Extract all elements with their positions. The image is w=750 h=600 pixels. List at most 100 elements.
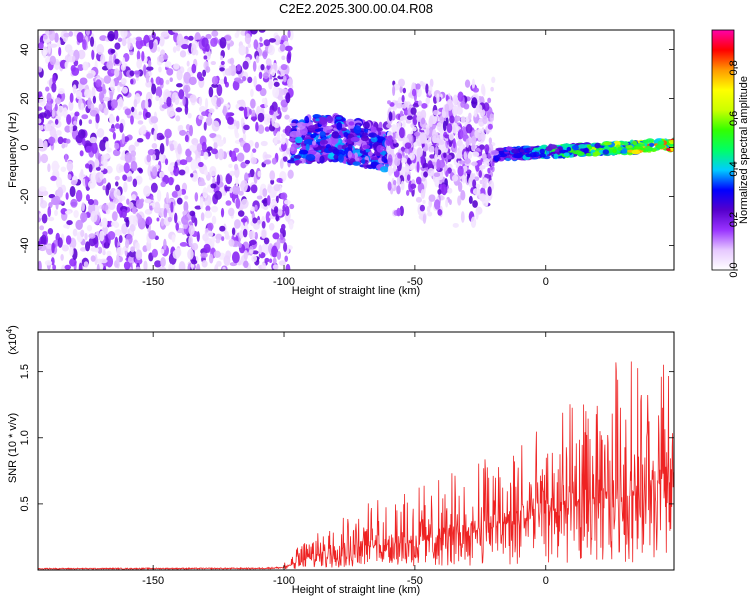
heatmap-cell — [57, 237, 63, 248]
heatmap-cell — [592, 151, 601, 156]
heatmap-cell — [102, 185, 106, 191]
heatmap-cell — [388, 111, 393, 122]
heatmap-cell — [225, 173, 233, 185]
heatmap-cell — [132, 178, 138, 188]
heatmap-cell — [182, 210, 188, 216]
heatmap-cell — [290, 146, 295, 152]
heatmap-cell — [392, 85, 396, 96]
heatmap-cell — [398, 119, 402, 129]
heatmap-cell — [269, 258, 273, 264]
spectrogram-x-axis: -150 -100 -50 0 — [142, 30, 549, 288]
heatmap-cell — [428, 194, 436, 202]
heatmap-cell — [215, 238, 221, 244]
heatmap-cell — [331, 131, 340, 139]
heatmap-cell — [391, 110, 396, 120]
heatmap-cell — [82, 38, 87, 50]
heatmap-cell — [203, 121, 207, 131]
heatmap-cell — [446, 123, 453, 134]
heatmap-cell — [99, 230, 105, 242]
heatmap-cell — [85, 241, 91, 252]
heatmap-cell — [457, 91, 464, 102]
heatmap-cell — [612, 148, 617, 154]
heatmap-cell — [225, 200, 232, 206]
heatmap-cell — [262, 72, 269, 79]
heatmap-cell — [255, 84, 262, 92]
heatmap-cell — [433, 199, 441, 210]
heatmap-cell — [487, 123, 493, 130]
heatmap-cell — [80, 229, 85, 238]
heatmap-cell — [290, 157, 295, 162]
heatmap-cell — [99, 154, 108, 166]
heatmap-cell — [128, 201, 134, 210]
heatmap-cell — [201, 111, 208, 117]
heatmap-cell — [106, 182, 111, 191]
heatmap-cell — [209, 165, 217, 177]
heatmap-cell — [210, 61, 217, 66]
heatmap-cell — [163, 208, 168, 219]
colorbar-tick-label: 0.0 — [728, 262, 740, 277]
heatmap-cell — [396, 207, 401, 217]
heatmap-cell — [267, 44, 275, 56]
heatmap-cell — [419, 80, 424, 87]
heatmap-cell — [333, 154, 339, 160]
heatmap-cell — [178, 89, 185, 100]
heatmap-cell — [128, 144, 136, 153]
heatmap-cell — [303, 139, 314, 146]
heatmap-cell — [200, 252, 208, 258]
heatmap-cell — [448, 132, 454, 141]
heatmap-cell — [204, 200, 209, 207]
heatmap-cell — [168, 263, 174, 270]
heatmap-cell — [106, 60, 114, 70]
heatmap-cell — [102, 250, 106, 256]
heatmap-cell — [54, 32, 59, 43]
heatmap-cell — [47, 136, 56, 145]
heatmap-cell — [252, 60, 257, 72]
heatmap-cell — [172, 249, 181, 260]
heatmap-cell — [80, 212, 88, 223]
heatmap-cell — [272, 257, 277, 265]
heatmap-cell — [269, 73, 273, 80]
heatmap-cell — [127, 37, 131, 50]
heatmap-cell — [222, 105, 227, 117]
heatmap-cell — [206, 146, 213, 151]
heatmap-cell — [171, 93, 176, 103]
heatmap-cell — [228, 65, 232, 77]
heatmap-cell — [243, 142, 251, 153]
heatmap-cell — [51, 82, 57, 93]
y-tick-label: 40 — [19, 43, 31, 55]
heatmap-cell — [487, 167, 491, 174]
heatmap-cell — [571, 144, 579, 151]
heatmap-cell — [237, 210, 245, 217]
heatmap-cell — [107, 231, 116, 240]
heatmap-cell — [40, 46, 48, 56]
heatmap-cell — [124, 152, 132, 164]
heatmap-cell — [176, 33, 184, 46]
x-tick-label: 0 — [543, 276, 549, 288]
heatmap-cell — [95, 113, 100, 124]
heatmap-cell — [380, 166, 390, 173]
heatmap-cell — [456, 106, 463, 116]
heatmap-cell — [271, 101, 278, 112]
heatmap-cell — [287, 30, 291, 39]
heatmap-cell — [280, 192, 288, 200]
heatmap-cell — [399, 85, 403, 94]
heatmap-cell — [465, 169, 472, 175]
heatmap-cell — [172, 30, 181, 33]
heatmap-cell — [74, 111, 80, 117]
heatmap-cell — [417, 100, 422, 107]
heatmap-cell — [133, 70, 141, 75]
heatmap-cell — [463, 151, 468, 160]
heatmap-cell — [147, 149, 156, 156]
heatmap-cell — [145, 66, 154, 71]
heatmap-cell — [649, 142, 655, 147]
heatmap-cell — [198, 76, 205, 82]
heatmap-cell — [455, 115, 461, 122]
heatmap-cell — [178, 169, 186, 176]
heatmap-cell — [210, 96, 218, 105]
heatmap-cell — [54, 209, 58, 216]
heatmap-cell — [151, 248, 158, 258]
heatmap-cell — [381, 156, 387, 163]
heatmap-cell — [282, 156, 288, 162]
heatmap-cell — [102, 266, 107, 270]
snr-frame — [37, 331, 675, 571]
